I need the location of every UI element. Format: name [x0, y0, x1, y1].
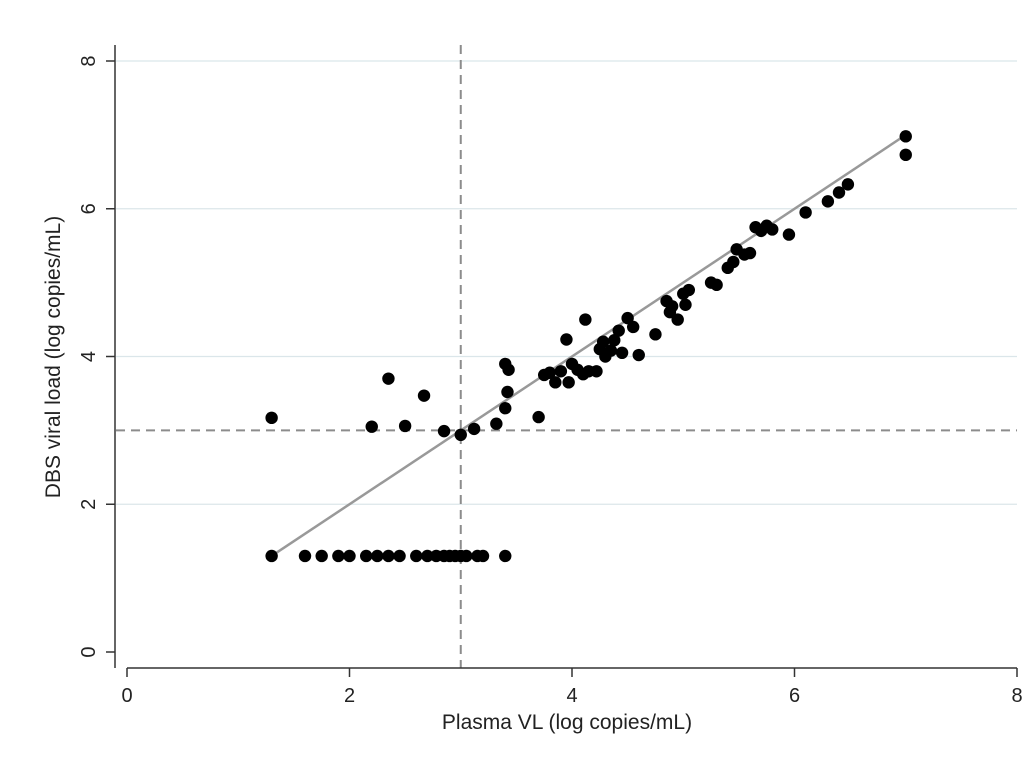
data-point [821, 195, 835, 208]
data-point [671, 313, 684, 326]
data-point [501, 385, 514, 399]
x-tick-label: 6 [789, 685, 800, 707]
data-point [604, 344, 618, 357]
data-points [265, 130, 912, 563]
y-tick-label: 6 [78, 203, 100, 214]
x-axis-title: Plasma VL (log copies/mL) [442, 711, 692, 734]
data-point [679, 298, 692, 311]
data-point [437, 424, 451, 438]
data-point [332, 549, 345, 563]
data-point [359, 549, 373, 563]
fit-line-group [270, 133, 907, 558]
data-point [417, 389, 431, 402]
y-tick-label: 2 [78, 499, 100, 510]
data-point [899, 148, 912, 162]
data-point [549, 376, 562, 389]
data-point [766, 223, 779, 236]
fit-line [270, 133, 907, 558]
x-tick-label: 4 [566, 685, 577, 707]
data-point [298, 549, 312, 563]
data-point [371, 549, 384, 563]
data-point [499, 402, 512, 415]
grid-lines [116, 60, 1017, 505]
data-point [626, 320, 640, 334]
data-point [467, 422, 481, 436]
data-point [393, 549, 406, 563]
data-point [265, 411, 278, 425]
data-point [562, 376, 575, 389]
reference-lines [116, 45, 1017, 668]
y-axis-title: DBS viral load (log copies/mL) [42, 216, 65, 498]
y-tick-label: 4 [78, 351, 100, 362]
data-point [841, 178, 855, 191]
data-point [632, 348, 645, 362]
data-point [398, 419, 412, 433]
data-point [560, 333, 573, 346]
data-point [612, 324, 625, 337]
data-point [365, 420, 378, 433]
data-point [743, 246, 757, 260]
data-point [710, 278, 723, 292]
data-point [649, 328, 662, 341]
data-point [596, 335, 610, 348]
y-tick-label: 0 [78, 646, 100, 657]
data-point [454, 428, 467, 442]
x-tick-label: 2 [344, 685, 355, 707]
axis-ticks: 0 2 4 6 8 0 2 4 6 8 [78, 55, 1023, 707]
data-point [621, 311, 634, 325]
data-point [899, 130, 912, 143]
data-point [543, 366, 556, 379]
data-point [615, 346, 629, 360]
data-point [502, 363, 515, 376]
data-point [490, 417, 503, 430]
data-point [579, 313, 592, 326]
data-point [265, 549, 278, 563]
x-tick-label: 0 [121, 685, 132, 707]
y-tick-label: 8 [78, 55, 100, 66]
data-point [727, 255, 740, 269]
data-point [476, 549, 490, 563]
data-point [532, 410, 545, 424]
data-point [608, 334, 621, 347]
data-point [590, 365, 603, 378]
data-point [554, 365, 568, 378]
data-point [382, 549, 395, 563]
x-tick-label: 8 [1011, 685, 1022, 707]
data-point [682, 283, 696, 297]
data-point [410, 549, 423, 563]
data-point [460, 549, 473, 563]
data-point [343, 549, 356, 563]
data-point [799, 206, 812, 219]
data-point [421, 549, 434, 563]
data-point [832, 186, 846, 199]
data-point [315, 549, 328, 563]
data-point [499, 549, 512, 563]
data-point [665, 300, 679, 313]
data-point [782, 228, 796, 241]
data-point [382, 372, 395, 385]
